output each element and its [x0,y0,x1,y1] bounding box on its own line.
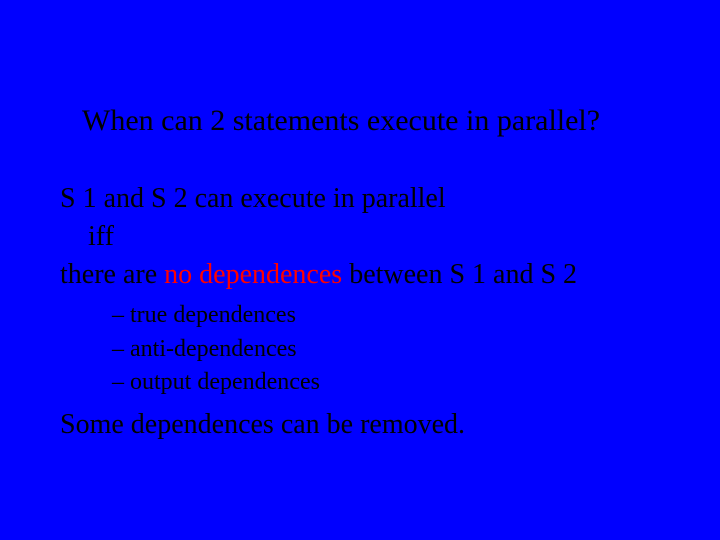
body-line-3: there are no dependences between S 1 and… [60,256,680,294]
body-line-3-emph: no dependences [164,259,342,290]
slide: When can 2 statements execute in paralle… [0,0,720,540]
slide-title: When can 2 statements execute in paralle… [0,0,720,138]
bullet-item: – true dependences [112,299,680,332]
bullet-item: – anti-dependences [112,333,680,366]
closing-line: Some dependences can be removed. [60,399,680,441]
body-line-3-pre: there are [60,259,164,290]
slide-body: S 1 and S 2 can execute in parallel iff … [0,138,720,441]
bullet-item: – output dependences [112,366,680,399]
body-line-3-post: between S 1 and S 2 [342,259,577,290]
bullet-list: – true dependences – anti-dependences – … [60,293,680,398]
body-line-1: S 1 and S 2 can execute in parallel [60,180,680,218]
body-line-2: iff [60,218,680,256]
